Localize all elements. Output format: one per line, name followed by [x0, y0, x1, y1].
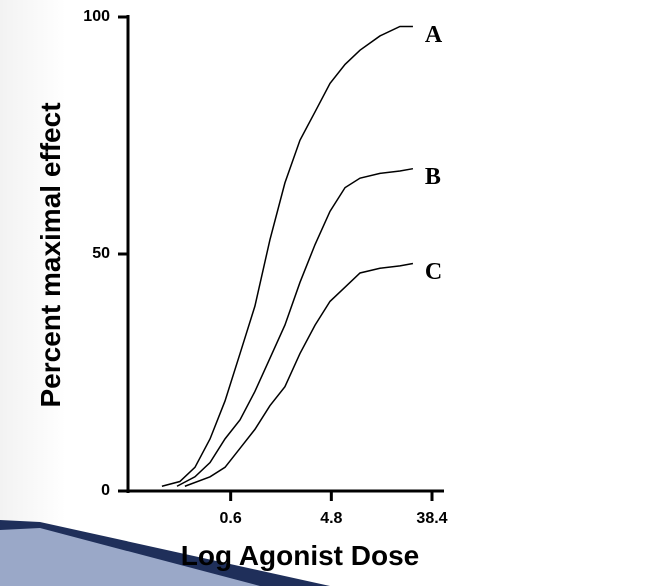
- x-tick-label: 0.6: [220, 510, 242, 527]
- y-tick-label: 50: [92, 245, 110, 262]
- x-tick-label: 4.8: [320, 510, 342, 527]
- series-label: B: [425, 164, 441, 190]
- curve: [176, 167, 414, 487]
- curve: [184, 262, 414, 487]
- series-label: C: [425, 259, 442, 285]
- y-axis-label: Percent maximal effect: [35, 102, 66, 407]
- curve: [161, 25, 413, 487]
- x-tick-label: 38.4: [416, 510, 447, 527]
- decoration: [0, 528, 260, 586]
- series-label: A: [425, 22, 443, 48]
- x-axis-label: Log Agonist Dose: [181, 540, 420, 571]
- y-tick-label: 0: [101, 482, 110, 499]
- y-tick-label: 100: [83, 8, 110, 25]
